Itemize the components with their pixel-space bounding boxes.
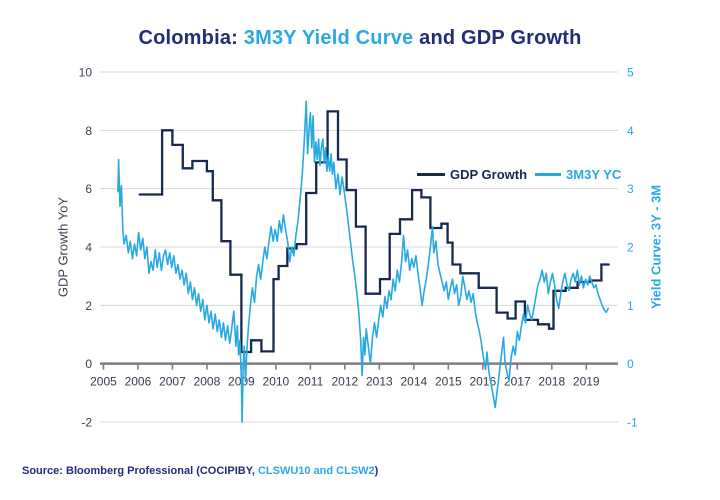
source-note-tickers: CLSWU10 and CLSW2	[257, 465, 375, 477]
right-axis-tick-label: -1	[627, 416, 638, 430]
right-axis-tick-label: 3	[627, 182, 634, 196]
x-axis-tick-label: 2008	[194, 375, 221, 389]
x-axis-tick-label: 2016	[469, 375, 496, 389]
gdp-growth-legend-label: GDP Growth	[450, 167, 528, 182]
left-axis-tick-label: 10	[79, 66, 93, 80]
chart-title-part3: and GDP Growth	[413, 27, 582, 49]
x-axis-tick-label: 2010	[263, 375, 290, 389]
x-axis-tick-label: 2019	[573, 375, 600, 389]
chart-title-part1: Colombia:	[138, 27, 244, 49]
x-axis-tick-label: 2006	[125, 375, 152, 389]
chart-legend: GDP Growth 3M3Y YC	[417, 167, 621, 182]
x-axis-tick-label: 2013	[366, 375, 393, 389]
chart-title-highlight: 3M3Y Yield Curve	[243, 27, 414, 49]
chart-title: Colombia: 3M3Y Yield Curve and GDP Growt…	[0, 27, 720, 50]
gdp-growth-line	[138, 110, 610, 354]
yc-legend-swatch	[535, 173, 562, 176]
right-axis-tick-label: 4	[627, 124, 634, 138]
right-axis-tick-label: 2	[627, 241, 634, 255]
x-axis-tick-label: 2005	[90, 375, 117, 389]
right-axis-title: Yield Curve: 3Y - 3M	[648, 184, 664, 310]
left-axis-tick-label: 8	[85, 124, 92, 138]
x-axis-tick-label: 2014	[400, 375, 427, 389]
x-axis-tick-label: 2011	[297, 375, 323, 389]
left-axis-title: GDP Growth YoY	[55, 196, 71, 298]
3m3y-yc-line	[117, 100, 610, 423]
source-note-part3: )	[374, 465, 379, 477]
left-axis-tick-label: 2	[85, 299, 92, 313]
left-axis-tick-label: 0	[85, 357, 92, 371]
left-axis-tick-label: 4	[85, 241, 92, 255]
x-axis-tick-label: 2018	[538, 375, 565, 389]
x-axis-tick-label: 2007	[159, 375, 186, 389]
x-axis-tick-label: 2012	[332, 375, 359, 389]
yc-legend-label: 3M3Y YC	[566, 167, 622, 182]
left-axis-tick-label: 6	[85, 182, 92, 196]
source-note-part1: Source: Bloomberg Professional (COCIPIBY…	[22, 465, 258, 477]
source-note: Source: Bloomberg Professional (COCIPIBY…	[22, 465, 378, 477]
right-axis-tick-label: 5	[627, 66, 634, 80]
x-axis-tick-label: 2015	[435, 375, 462, 389]
gdp-growth-legend-swatch	[417, 173, 445, 176]
x-axis-tick-label: 2017	[504, 375, 531, 389]
left-axis-tick-label: -2	[81, 416, 92, 430]
right-axis-tick-label: 0	[627, 357, 634, 371]
right-axis-tick-label: 1	[627, 299, 634, 313]
